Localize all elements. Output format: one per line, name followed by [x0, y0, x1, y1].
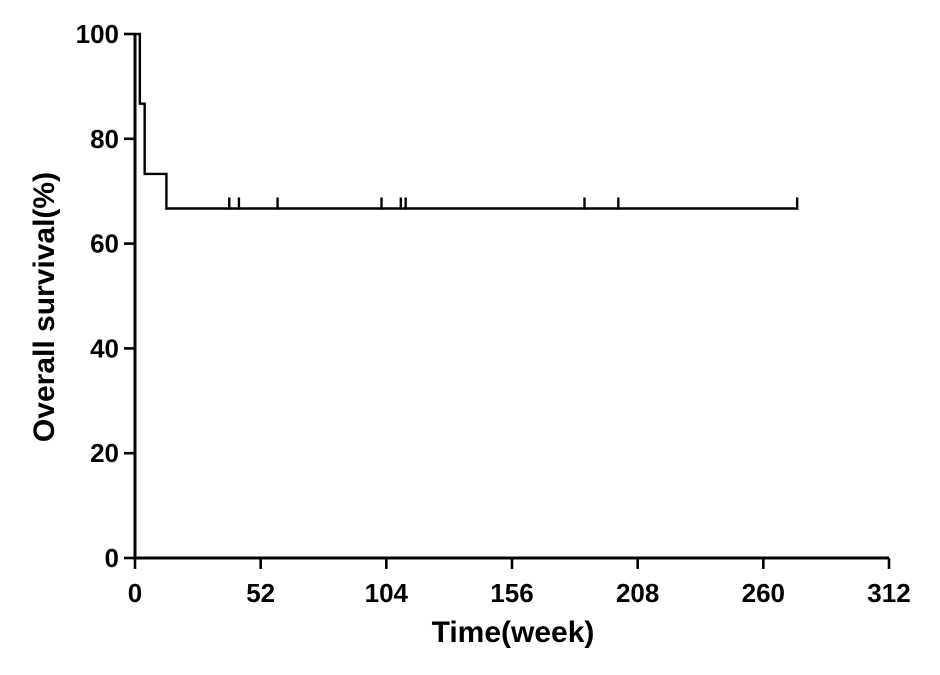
x-tick-label: 156 [490, 578, 533, 608]
censor-marks-layer [228, 197, 799, 210]
y-tick-label: 0 [105, 543, 119, 573]
x-axis-title: Time(week) [432, 616, 595, 649]
y-axis-title: Overall survival(%) [28, 172, 61, 442]
survival-step-curve [135, 32, 798, 210]
x-tick-label: 260 [742, 578, 785, 608]
x-tick-label: 52 [246, 578, 275, 608]
x-tick-label: 104 [365, 578, 409, 608]
y-tick-label: 80 [90, 124, 119, 154]
x-tick-label: 0 [128, 578, 142, 608]
tick-labels-layer: 0 52 104 156 208 260 312 0 20 40 60 80 100 [76, 19, 911, 608]
y-tick-label: 60 [90, 229, 119, 259]
x-tick-label: 312 [867, 578, 910, 608]
tick-marks-layer [124, 32, 891, 569]
axis-spines [133, 34, 889, 560]
axes-layer [133, 34, 889, 560]
y-tick-label: 20 [90, 438, 119, 468]
y-tick-label: 100 [76, 19, 119, 49]
survival-curve-layer [135, 32, 798, 210]
x-tick-label: 208 [616, 578, 659, 608]
y-tick-label: 40 [90, 333, 119, 363]
